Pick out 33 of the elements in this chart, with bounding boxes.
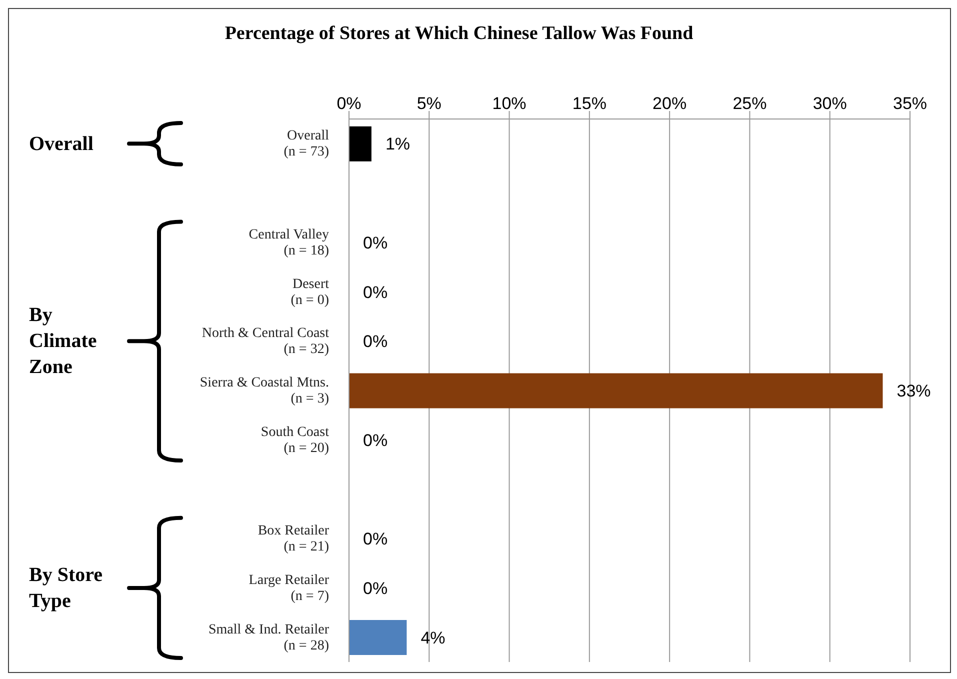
data-label: 0% (363, 530, 388, 549)
x-tick-label: 20% (652, 94, 687, 113)
x-tick-label: 15% (572, 94, 606, 113)
x-tick-label: 0% (336, 94, 362, 113)
x-tick-label: 10% (492, 94, 526, 113)
bar (349, 373, 883, 408)
data-label: 0% (363, 430, 388, 450)
y-tick-label: Large Retailer (n = 7) (248, 572, 330, 604)
bar (349, 126, 372, 162)
x-tick-label: 30% (812, 94, 847, 113)
y-tick-label: Box Retailer (n = 21) (258, 524, 330, 555)
x-tick-label: 25% (732, 94, 767, 113)
bar (349, 620, 407, 656)
y-tick-label: Overall (n = 73) (284, 128, 330, 160)
x-tick-label: 35% (892, 94, 928, 113)
data-label: 1% (385, 134, 410, 154)
data-label: 4% (420, 628, 446, 648)
data-label: 0% (363, 332, 388, 352)
y-tick-label: North & Central Coast (n = 32) (202, 326, 330, 358)
data-label: 0% (363, 578, 388, 598)
data-label: 0% (363, 233, 388, 252)
y-tick-label: South Coast (n = 20) (260, 424, 330, 456)
y-tick-label: Sierra & Coastal Mtns. (n = 3) (200, 376, 330, 406)
text: Overall (29, 132, 94, 157)
x-tick-label: 5% (416, 94, 442, 113)
data-label: 33% (896, 382, 931, 400)
text: By Climate Zone (29, 303, 98, 380)
y-tick-label: Central Valley (n = 18) (248, 227, 330, 258)
data-label: 0% (363, 282, 388, 302)
y-tick-label: Small & Ind. Retailer (n = 28) (208, 622, 330, 654)
y-tick-label: Desert (n = 0) (290, 276, 330, 308)
chart-title: Percentage of Stores at Which Chinese Tallow Was Found (224, 23, 694, 45)
text: By Store Type (29, 562, 104, 614)
